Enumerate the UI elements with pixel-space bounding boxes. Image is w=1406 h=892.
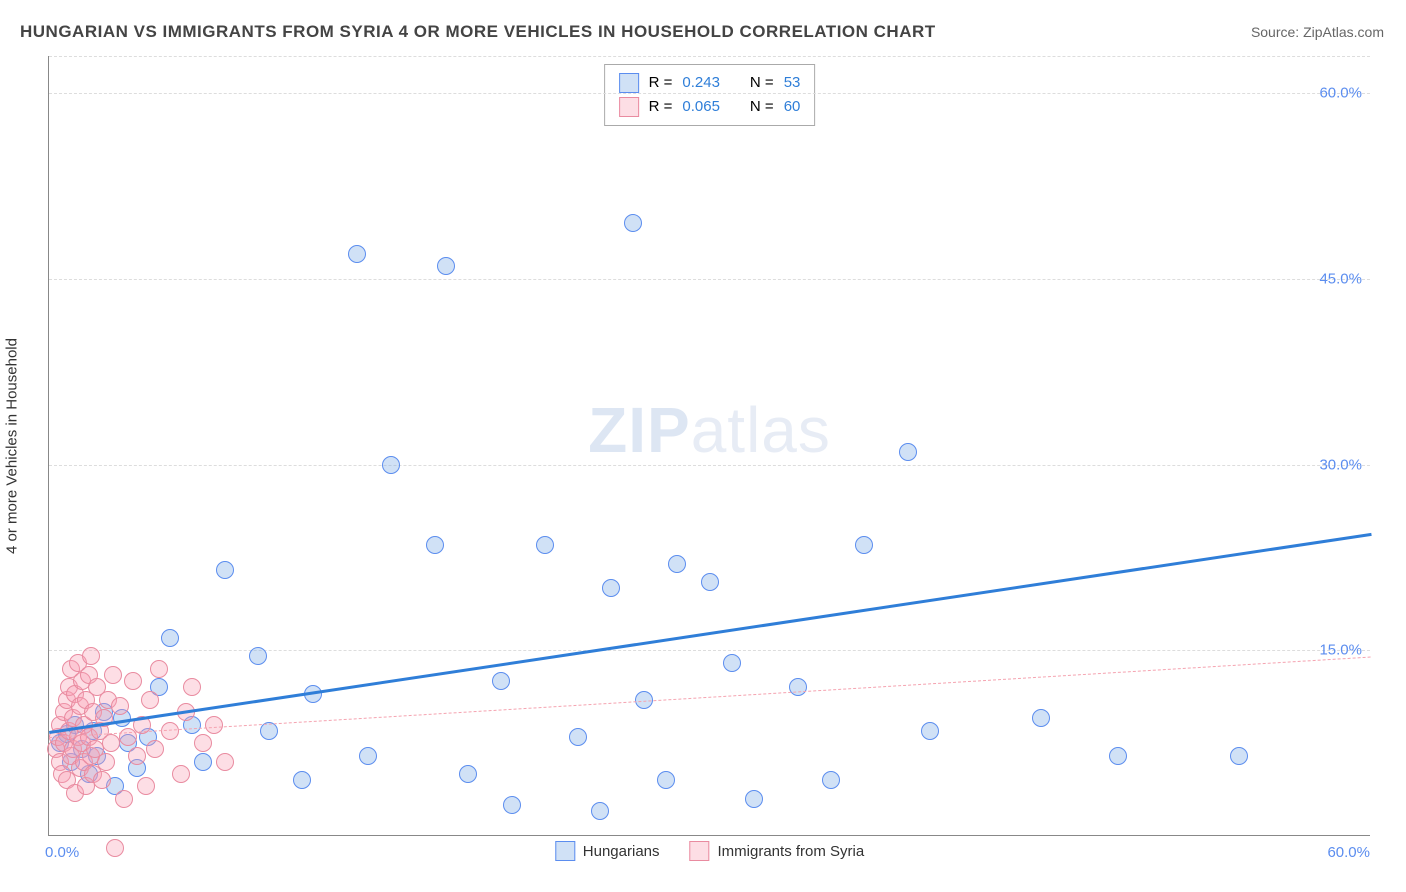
scatter-point [536,536,554,554]
legend-label: Hungarians [583,843,660,860]
scatter-point [899,443,917,461]
gridline [49,650,1370,651]
plot-area: ZIPatlas R = 0.243 N = 53 R = 0.065 N = … [48,56,1370,836]
scatter-point [97,753,115,771]
scatter-point [348,245,366,263]
stat-value: 0.243 [682,71,720,95]
scatter-point [745,790,763,808]
scatter-point [249,647,267,665]
scatter-point [459,765,477,783]
chart-title: HUNGARIAN VS IMMIGRANTS FROM SYRIA 4 OR … [20,22,936,42]
stat-label: R = [649,95,673,119]
gridline [49,279,1370,280]
scatter-point [124,672,142,690]
y-tick-label: 15.0% [1319,642,1362,659]
scatter-point [102,734,120,752]
scatter-point [855,536,873,554]
trend-line [49,533,1371,734]
legend-item: Immigrants from Syria [690,841,865,861]
legend-label: Immigrants from Syria [718,843,865,860]
scatter-point [789,678,807,696]
scatter-point [426,536,444,554]
trend-line [49,656,1371,737]
scatter-point [293,771,311,789]
y-tick-label: 45.0% [1319,270,1362,287]
scatter-point [657,771,675,789]
x-tick-left: 0.0% [45,844,79,861]
gridline [49,56,1370,57]
scatter-point [822,771,840,789]
watermark-zip: ZIP [588,394,691,466]
stat-label: N = [750,71,774,95]
y-tick-label: 30.0% [1319,456,1362,473]
legend-swatch-icon [555,841,575,861]
x-tick-right: 60.0% [1327,844,1370,861]
stats-row: R = 0.243 N = 53 [619,71,801,95]
scatter-point [624,214,642,232]
scatter-point [1230,747,1248,765]
watermark: ZIPatlas [588,393,831,467]
source-label: Source: ZipAtlas.com [1251,24,1384,40]
scatter-point [602,579,620,597]
scatter-point [382,456,400,474]
scatter-point [216,753,234,771]
scatter-point [437,257,455,275]
scatter-point [194,753,212,771]
gridline [49,93,1370,94]
stat-value: 53 [784,71,801,95]
legend-swatch-icon [690,841,710,861]
scatter-point [194,734,212,752]
stats-legend: R = 0.243 N = 53 R = 0.065 N = 60 [604,64,816,126]
stat-value: 60 [784,95,801,119]
y-axis-label: 4 or more Vehicles in Household [4,338,21,554]
stat-label: R = [649,71,673,95]
legend-swatch-icon [619,97,639,117]
series-legend: Hungarians Immigrants from Syria [555,841,864,861]
scatter-point [104,666,122,684]
scatter-point [150,660,168,678]
scatter-point [172,765,190,783]
scatter-point [205,716,223,734]
legend-swatch-icon [619,73,639,93]
scatter-point [668,555,686,573]
scatter-point [569,728,587,746]
scatter-point [1032,709,1050,727]
scatter-point [591,802,609,820]
scatter-point [921,722,939,740]
scatter-point [93,771,111,789]
scatter-point [141,691,159,709]
stat-value: 0.065 [682,95,720,119]
legend-item: Hungarians [555,841,660,861]
scatter-point [183,678,201,696]
scatter-point [723,654,741,672]
stat-label: N = [750,95,774,119]
scatter-point [128,747,146,765]
scatter-point [115,790,133,808]
scatter-point [161,629,179,647]
scatter-point [701,573,719,591]
watermark-atlas: atlas [691,394,831,466]
scatter-point [137,777,155,795]
scatter-point [111,697,129,715]
scatter-point [359,747,377,765]
scatter-point [146,740,164,758]
stats-row: R = 0.065 N = 60 [619,95,801,119]
gridline [49,465,1370,466]
scatter-point [1109,747,1127,765]
scatter-point [82,647,100,665]
y-tick-label: 60.0% [1319,85,1362,102]
scatter-point [503,796,521,814]
scatter-point [216,561,234,579]
scatter-point [106,839,124,857]
scatter-point [492,672,510,690]
